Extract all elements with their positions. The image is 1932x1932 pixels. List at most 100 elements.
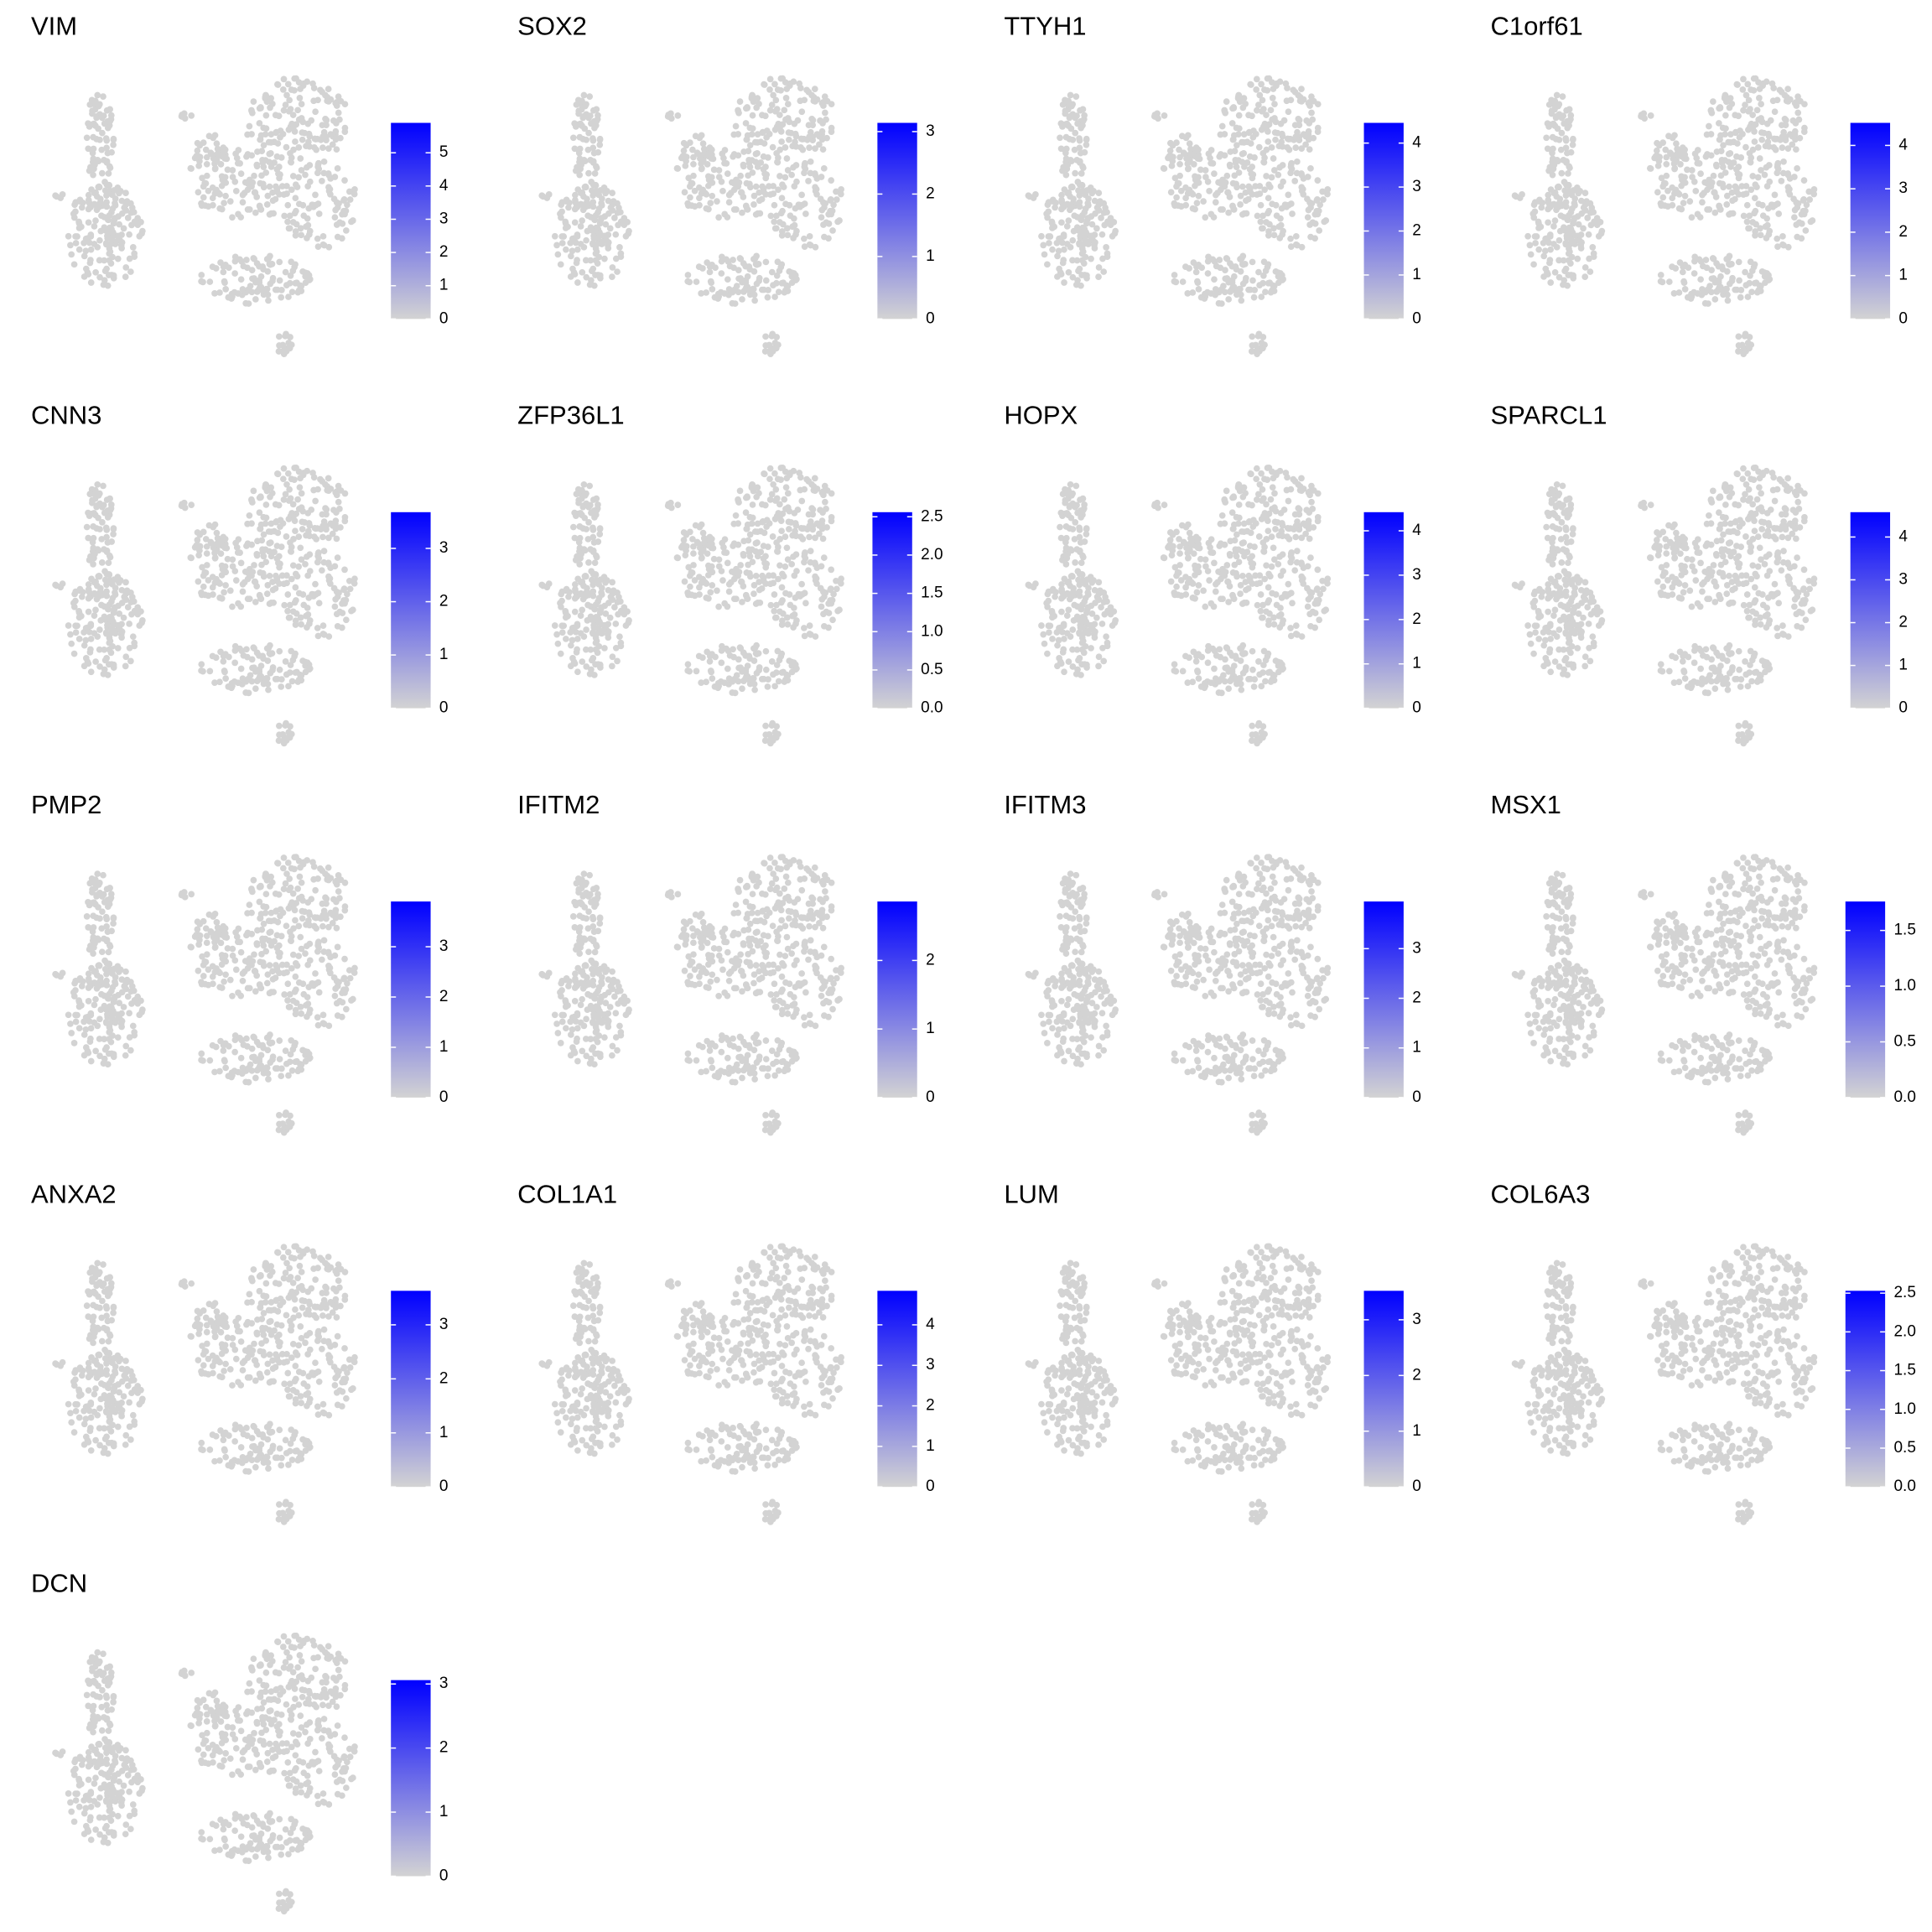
cell-point: [1654, 162, 1662, 169]
cell-point: [1239, 158, 1246, 166]
cell-point: [1753, 184, 1760, 190]
cell-point: [1578, 239, 1585, 246]
cell-point: [792, 532, 800, 539]
cell-point: [706, 144, 714, 151]
cell-point: [1218, 300, 1225, 307]
cell-point: [1258, 126, 1265, 133]
cell-point: [1800, 177, 1808, 184]
cell-point: [1088, 645, 1094, 652]
cell-point: [1095, 190, 1103, 196]
cell-point: [580, 480, 588, 488]
cell-point: [91, 486, 99, 494]
cell-point: [209, 584, 216, 591]
cell-point: [1569, 141, 1576, 148]
cell-point: [818, 595, 826, 603]
cell-point: [803, 86, 810, 94]
cell-point: [260, 142, 267, 149]
cell-point: [1049, 198, 1056, 205]
cell-point: [126, 644, 133, 652]
cell-point: [771, 683, 778, 690]
cell-point: [778, 138, 785, 145]
cell-point: [1061, 636, 1067, 642]
cell-point: [1310, 134, 1317, 142]
cell-point: [203, 172, 210, 179]
cell-point: [1228, 286, 1236, 293]
cell-point: [228, 680, 236, 687]
cell-point: [299, 136, 306, 143]
cell-point: [1547, 246, 1554, 253]
cell-point: [1067, 480, 1074, 488]
cell-point: [1776, 86, 1784, 94]
cell-point: [1300, 131, 1307, 138]
cell-point: [1067, 633, 1074, 640]
cell-point: [1778, 122, 1785, 129]
cell-point: [707, 278, 714, 285]
cell-point: [276, 277, 283, 284]
cell-point: [288, 288, 296, 296]
cell-point: [756, 189, 763, 196]
cell-point: [1076, 629, 1083, 636]
cell-point: [333, 146, 340, 153]
cell-point: [792, 162, 800, 169]
cell-point: [551, 622, 558, 629]
cell-point: [1058, 608, 1065, 615]
cell-point: [299, 507, 306, 515]
cell-point: [589, 137, 597, 144]
cell-point: [1259, 107, 1265, 115]
cell-point: [823, 524, 830, 531]
cell-point: [1681, 154, 1688, 162]
cell-point: [822, 498, 828, 506]
cell-point: [1233, 164, 1240, 170]
cell-point: [792, 522, 800, 529]
cell-point: [725, 588, 733, 595]
cell-point: [272, 584, 279, 592]
cell-point: [1233, 184, 1240, 191]
cell-point: [558, 629, 566, 636]
cell-point: [813, 190, 820, 198]
cell-point: [1669, 134, 1676, 142]
cell-point: [1068, 183, 1076, 190]
cell-point: [92, 268, 99, 276]
cell-point: [100, 670, 107, 678]
colorbar: [877, 122, 917, 319]
cell-point: [748, 483, 756, 490]
cell-point: [1707, 107, 1715, 115]
cell-point: [589, 203, 597, 210]
cell-point: [112, 200, 118, 207]
cell-point: [1198, 264, 1206, 272]
cell-point: [1697, 258, 1705, 265]
cell-point: [199, 174, 205, 182]
cell-point: [1577, 231, 1585, 238]
cell-point: [1791, 206, 1799, 214]
cell-point: [1076, 181, 1083, 188]
cell-point: [718, 659, 725, 667]
cell-point: [703, 580, 710, 587]
cell-point: [735, 656, 742, 663]
cell-point: [833, 188, 839, 195]
cell-point: [682, 552, 689, 558]
cell-point: [1072, 169, 1078, 177]
cell-point: [1559, 93, 1566, 100]
cell-point: [1288, 159, 1296, 167]
cell-point: [792, 143, 800, 150]
cell-point: [217, 161, 225, 168]
cell-point: [118, 245, 125, 252]
cell-point: [1057, 534, 1065, 542]
cell-point: [736, 255, 744, 262]
cell-point: [771, 293, 778, 300]
cell-point: [683, 531, 690, 538]
cell-point: [203, 550, 210, 557]
cell-point: [282, 101, 289, 108]
cell-point: [782, 287, 789, 294]
colorbar-tick-label: 4: [439, 177, 449, 195]
cell-point: [739, 209, 745, 216]
cell-point: [1192, 205, 1198, 213]
cell-point: [571, 120, 578, 127]
cell-point: [681, 578, 688, 585]
cell-point: [1083, 216, 1091, 224]
cell-point: [773, 149, 780, 157]
cell-point: [690, 153, 697, 161]
cell-point: [712, 264, 719, 272]
cell-point: [1264, 75, 1271, 82]
